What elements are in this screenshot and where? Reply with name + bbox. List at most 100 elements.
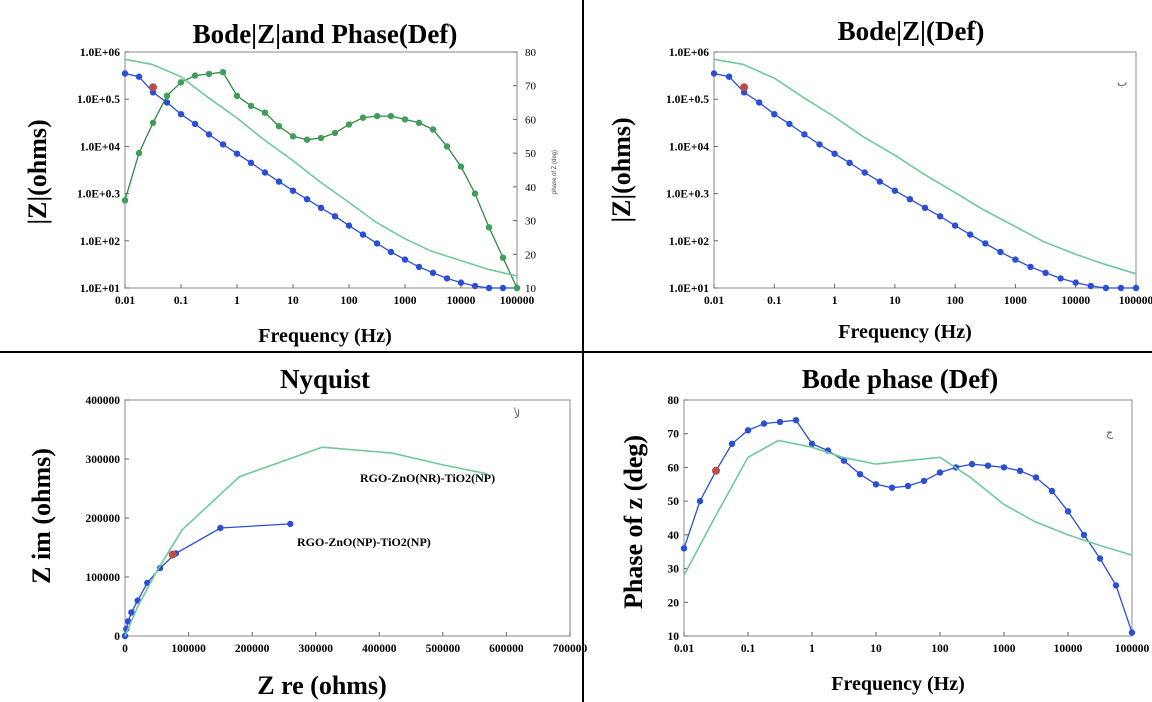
data-point-phase: [289, 133, 297, 140]
chart-panel-nyquist: Nyquist 0 100000 200000 300000 400000 500000 6…: [27, 364, 588, 700]
x-tick-label: 0.1: [174, 295, 189, 307]
series-marks: [710, 58, 1140, 292]
data-point-phase: [359, 114, 367, 121]
data-point-phase: [345, 121, 353, 128]
data-point-impedance: [1096, 555, 1104, 562]
data-point-impedance: [1072, 279, 1079, 286]
y2-tick-label: 40: [525, 182, 537, 194]
data-point-phase: [429, 126, 437, 133]
x-tick-label: 10000: [1054, 643, 1083, 655]
annotation-np: RGO-ZnO(NP)-TiO2(NP): [297, 535, 431, 549]
y-tick-label: 10: [668, 631, 680, 643]
x-tick-label: 10000: [447, 295, 476, 307]
x-tick-label: 300000: [298, 643, 333, 655]
data-point-impedance: [997, 248, 1004, 256]
data-point-impedance: [485, 284, 493, 292]
x-tick-label: 0.01: [115, 295, 135, 307]
data-point-phase: [261, 109, 269, 116]
data-point-phase: [457, 163, 465, 170]
data-point-impedance: [317, 204, 325, 211]
y-tick-label: 1.0E+06: [80, 47, 120, 59]
y-axis-label: |Z|(ohms): [607, 117, 636, 222]
data-point-impedance: [401, 256, 409, 263]
y-tick-label: 1.0E+01: [669, 283, 709, 295]
data-point-impedance: [904, 482, 912, 490]
y2-tick-label: 10: [525, 283, 537, 295]
data-point-impedance: [1128, 629, 1136, 636]
series-line-green: [124, 58, 518, 277]
data-point-impedance: [831, 150, 838, 157]
data-point-impedance: [135, 73, 143, 80]
y2-tick-label: 60: [525, 114, 537, 126]
x-tick-label: 100000: [1119, 295, 1152, 307]
x-tick-labels: 0.01 0.1 1 10 100 1000 10000 100000: [704, 284, 1152, 307]
x-tick-label: 500000: [426, 643, 461, 655]
data-point-impedance: [128, 609, 135, 616]
y2-tick-label: 20: [525, 249, 537, 261]
x-axis-label: Frequency (Hz): [258, 325, 392, 347]
x-axis-label: Frequency (Hz): [838, 321, 972, 343]
series-marks: [680, 417, 1136, 636]
y-tick-label: 1.0E+04: [669, 141, 709, 153]
data-point-impedance: [1016, 467, 1024, 474]
data-point-phase: [373, 112, 381, 120]
x-tick-label: 1000: [394, 295, 417, 307]
x-tick-label: 1: [234, 295, 240, 307]
y-tick-label: 1.0E+01: [80, 283, 120, 295]
data-point-phase: [401, 116, 409, 123]
data-point-phase: [387, 112, 395, 120]
x-tick-label: 200000: [235, 643, 270, 655]
y-tick-label: 50: [668, 496, 680, 508]
data-point-phase: [485, 224, 493, 231]
data-point-impedance: [1048, 487, 1056, 495]
y-tick-label: 400000: [86, 395, 121, 407]
y-axis-label: |Z|(ohms): [23, 119, 52, 224]
x-tick-label: 600000: [489, 643, 524, 655]
x-tick-label: 10000: [1061, 295, 1090, 307]
data-point-impedance: [920, 477, 928, 485]
data-point-impedance: [936, 469, 944, 476]
x-tick-label: 100000: [500, 295, 535, 307]
data-point-impedance: [1064, 508, 1072, 515]
x-tick-label: 0: [122, 643, 128, 655]
data-point-impedance: [177, 111, 185, 118]
data-point-impedance: [776, 418, 784, 426]
data-point-impedance: [415, 263, 423, 271]
highlight-point: [149, 83, 157, 92]
chart-panel-bode-z: Bode|Z|(Def) 0.01 0.1 1 10 100 1000 10000 10000…: [607, 16, 1152, 343]
data-point-phase: [443, 143, 451, 150]
data-point-impedance: [891, 187, 899, 194]
data-point-phase: [513, 284, 521, 292]
annotation-nr: RGO-ZnO(NR)-TiO2(NP): [360, 471, 495, 485]
horizontal-divider: [0, 351, 1152, 353]
highlight-point: [168, 550, 177, 559]
y-tick-label: 1.0E+0.5: [666, 94, 709, 106]
series-line-green: [124, 446, 488, 637]
data-point-impedance: [846, 159, 853, 166]
chart-panel-bode-phase: Bode phase (Def) 0.01 0.1 1 10 100 1000 10000 1…: [619, 364, 1150, 695]
series-line-green: [683, 439, 1133, 576]
y-tick-label: 200000: [86, 513, 121, 525]
y-tick-label: 1.0E+04: [80, 141, 120, 153]
x-tick-label: 100000: [1115, 643, 1150, 655]
data-point-impedance: [247, 159, 255, 166]
data-point-impedance: [1012, 256, 1019, 263]
data-point-impedance: [876, 178, 883, 185]
data-point-impedance: [1117, 284, 1125, 292]
data-point-impedance: [967, 231, 974, 238]
y-tick-label: 300000: [86, 454, 121, 466]
data-point-impedance: [359, 231, 367, 238]
data-point-impedance: [1000, 464, 1008, 471]
data-point-phase: [121, 197, 129, 204]
x-tick-label: 1000: [1004, 295, 1027, 307]
data-point-impedance: [1102, 284, 1110, 292]
chart-panel-bode-z-phase: Bode|Z|and Phase(Def) 0.01 0.1 1 10 100 1000 1…: [23, 19, 558, 347]
y-tick-label: 1.0E+02: [669, 236, 709, 248]
data-point-impedance: [696, 497, 704, 505]
data-point-impedance: [816, 141, 823, 148]
chart-title: Bode|Z|and Phase(Def): [193, 19, 458, 49]
data-point-impedance: [792, 417, 800, 424]
data-point-impedance: [936, 213, 944, 220]
data-point-impedance: [1087, 282, 1095, 290]
